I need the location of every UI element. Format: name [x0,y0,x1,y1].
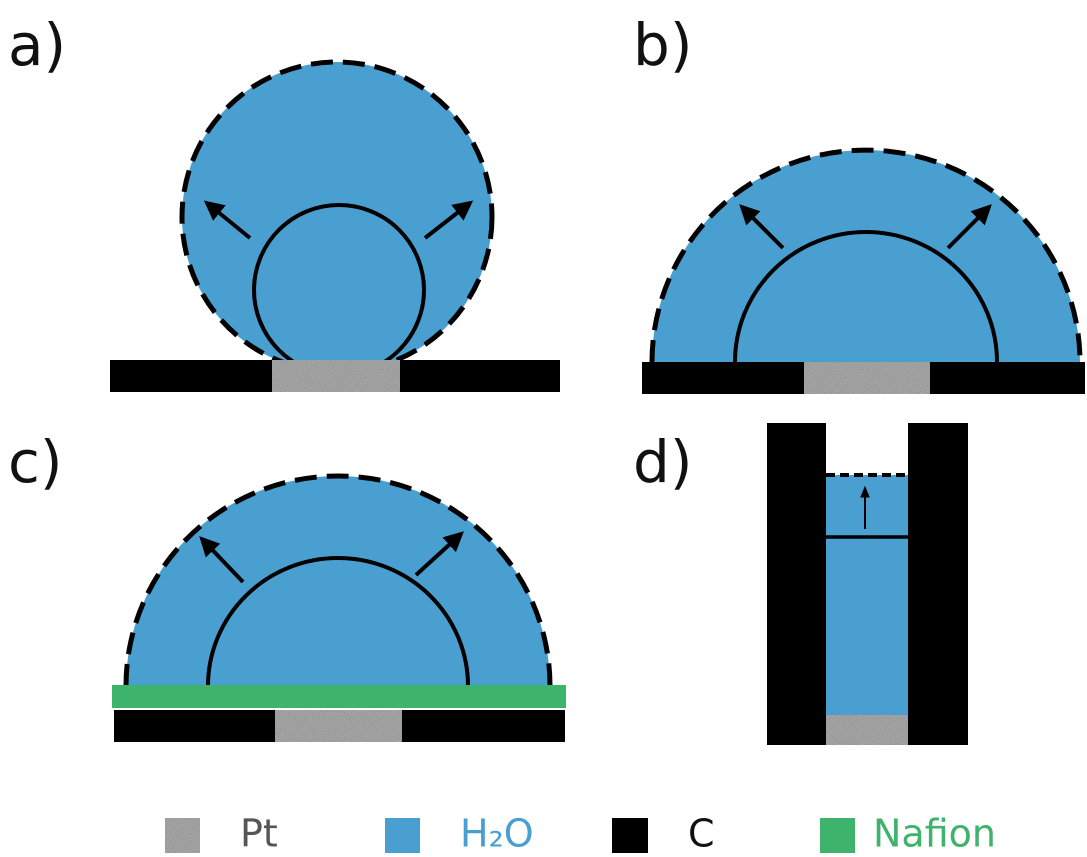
legend-swatch-texture [165,818,200,853]
platinum-texture [804,362,930,394]
droplet-outer [652,150,1080,362]
platinum-texture [272,360,400,392]
panel-c: c) [8,428,566,742]
panel-label: b) [633,11,692,79]
legend-swatch [612,818,648,853]
water-column [826,475,908,715]
panel-label: c) [8,428,63,496]
droplet-outer [126,476,550,686]
panel-a: a) [8,11,560,392]
platinum-texture [826,715,908,745]
carbon [767,423,826,745]
legend-swatch [820,818,855,853]
carbon [908,423,968,745]
legend-swatch [385,818,420,853]
legend-label: H₂O [460,812,534,856]
panel-d: d) [633,423,968,745]
legend-label: C [688,812,715,856]
legend-label: Pt [240,812,278,856]
legend-label: Nafion [873,812,996,856]
panel-label: d) [633,428,692,496]
panel-b: b) [633,11,1085,394]
nafion [112,685,566,708]
panel-label: a) [8,11,66,79]
platinum-texture [275,710,402,742]
legend: Pt H₂O C Nafion [165,812,996,856]
droplet-outer [182,62,492,372]
diagram: a) b) c) d) [0,0,1087,857]
